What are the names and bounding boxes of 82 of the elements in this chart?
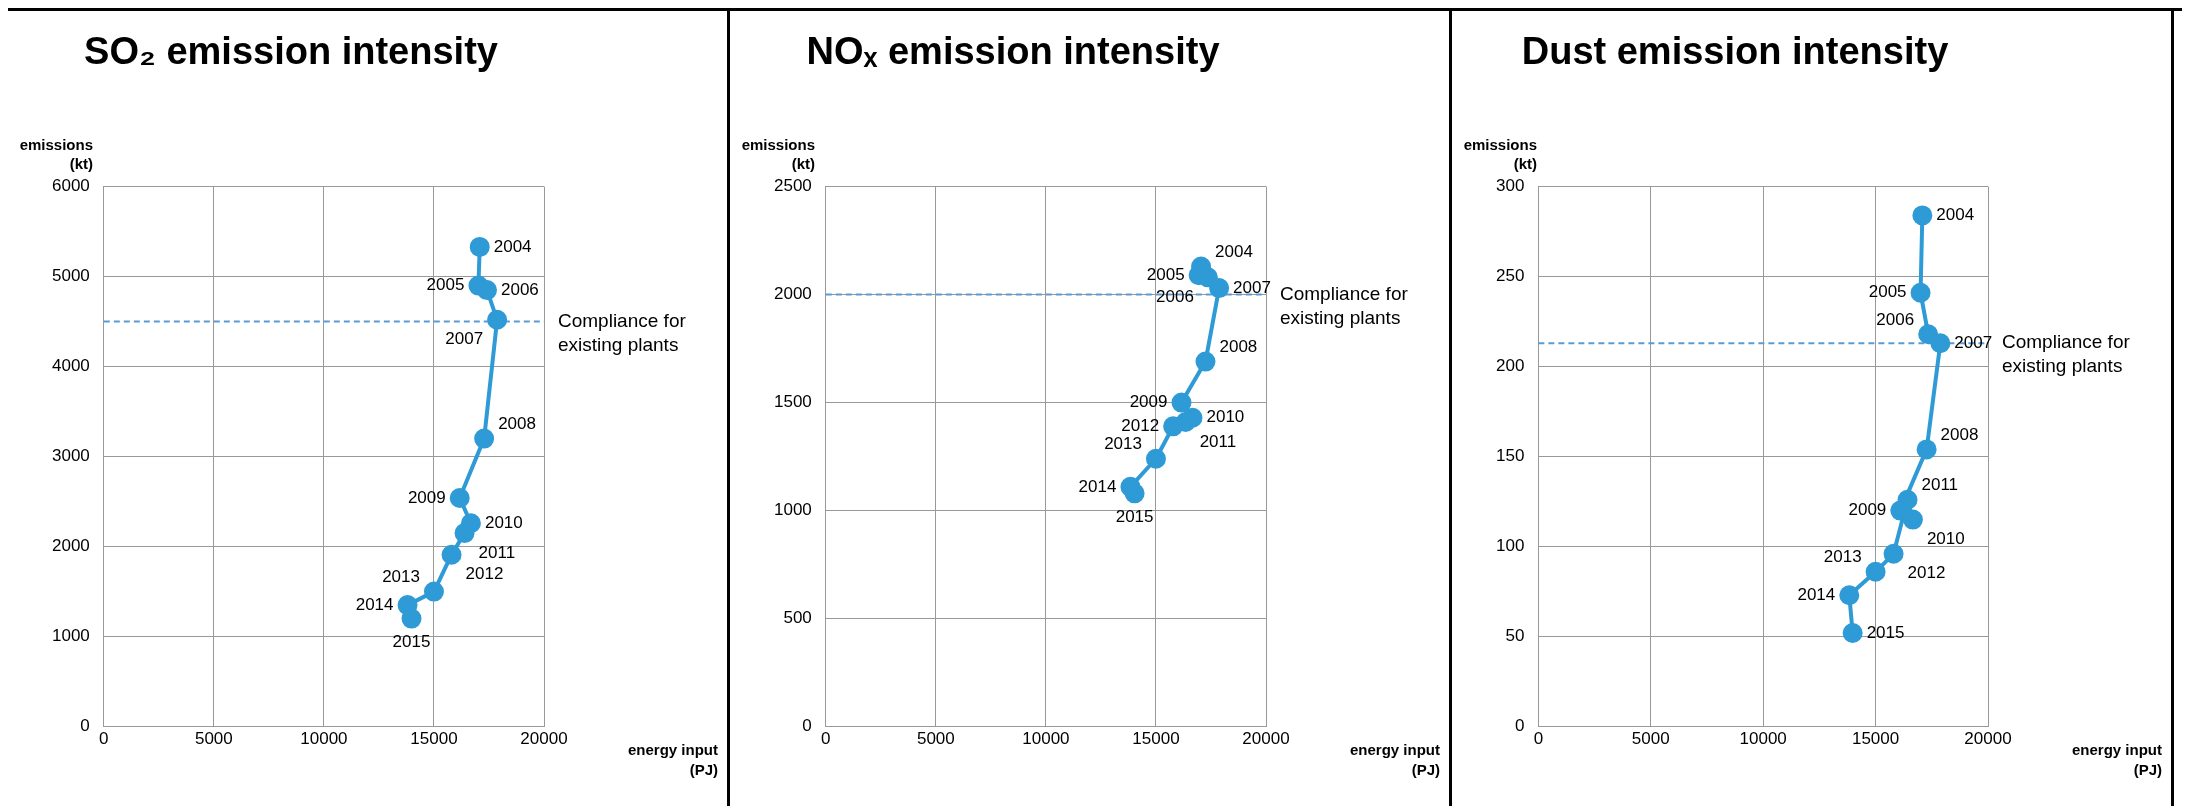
y-tick-label: 1000 [51,626,90,646]
annotation: 2014 [1797,584,1836,604]
chart-title: SO₂ emission intensity [84,30,498,73]
annotation: 2015 [1866,622,1905,642]
annotation: 2012 [1907,563,1946,583]
x-tick-label: 0 [821,729,831,749]
x-tick-label: 20000 [520,729,568,749]
annotation: 2013 [1823,547,1862,567]
annotation: 2015 [1115,507,1154,527]
x-tick-label: 0 [99,729,109,749]
x-tick-label: 0 [1533,729,1544,749]
x-tick-label: 15000 [1851,729,1900,749]
x-tick-label: 20000 [1964,729,2012,749]
y-tick-label: 500 [783,608,812,628]
ref-line-label: Compliance for existing plants [1280,282,1409,328]
annotation: 2005 [1146,264,1185,284]
x-axis-title: energy input (PJ) [1349,740,1440,778]
annotation: 2007 [1233,277,1271,297]
annotation: 2004 [493,236,532,256]
chart-title: Dust emission intensity [1521,30,1949,73]
x-tick-label: 5000 [1631,729,1670,749]
y-tick-label: 200 [1495,356,1525,376]
x-tick-label: 5000 [916,729,955,749]
annotation: 2005 [1868,282,1907,302]
annotation: 2008 [1219,337,1258,357]
y-tick-label: 150 [1495,446,1525,466]
annotation: 2012 [1121,416,1160,436]
y-tick-label: 5000 [51,266,90,286]
y-tick-label: 100 [1495,536,1525,556]
x-axis-title: energy input (PJ) [2071,740,2162,778]
annotation: 2008 [498,414,536,434]
y-axis-title: emissions (kt) [1463,136,1537,173]
annotation: 2005 [426,275,465,295]
y-axis-title: emissions (kt) [741,136,815,173]
x-tick-label: 15000 [410,729,458,749]
annotation: 2010 [1206,407,1245,427]
y-tick-label: 0 [1514,716,1525,736]
annotation: 2013 [1104,434,1142,454]
x-tick-label: 20000 [1242,729,1290,749]
annotation: 2004 [1215,242,1253,262]
annotation: 2010 [484,512,523,532]
y-tick-label: 0 [802,716,812,736]
x-tick-label: 5000 [194,729,233,749]
chart-title: NOₓ emission intensity [806,30,1220,73]
y-axis-title: emissions (kt) [19,136,93,173]
y-tick-label: 6000 [51,176,90,196]
annotation: 2008 [1940,425,1979,445]
y-tick-label: 1000 [773,500,812,520]
y-tick-label: 2500 [773,176,812,196]
ref-line-label: Compliance for existing plants [558,309,687,355]
annotation: 2010 [1926,529,1965,549]
y-tick-label: 2000 [51,536,90,556]
annotation: 2009 [1129,392,1168,412]
y-tick-label: 3000 [51,446,90,466]
annotation: 2006 [1876,309,1915,329]
x-tick-label: 15000 [1132,729,1180,749]
y-tick-label: 1500 [773,392,812,412]
annotation: 2007 [445,329,484,349]
annotation: 2013 [382,567,420,587]
annotation: 2012 [465,564,504,584]
annotation: 2014 [355,594,394,614]
y-tick-label: 50 [1505,626,1525,646]
x-tick-label: 10000 [1739,729,1787,749]
annotation: 2007 [1954,332,1993,352]
x-axis-title: energy input (PJ) [627,740,718,778]
y-tick-label: 2000 [773,284,812,304]
y-tick-label: 4000 [51,356,90,376]
annotation: 2011 [1921,475,1959,495]
x-tick-label: 10000 [1022,729,1070,749]
annotation: 2004 [1936,205,1975,225]
annotation: 2009 [407,487,446,507]
y-tick-label: 0 [80,716,90,736]
annotation: 2009 [1848,500,1887,520]
y-tick-label: 300 [1495,176,1525,196]
annotation: 2006 [501,279,539,299]
annotation: 2011 [478,542,516,562]
x-tick-label: 10000 [300,729,348,749]
annotation: 2015 [392,632,431,652]
y-tick-label: 250 [1495,266,1525,286]
annotation: 2011 [1199,431,1237,451]
ref-line-label: Compliance for existing plants [2002,331,2131,377]
annotation: 2014 [1078,476,1117,496]
